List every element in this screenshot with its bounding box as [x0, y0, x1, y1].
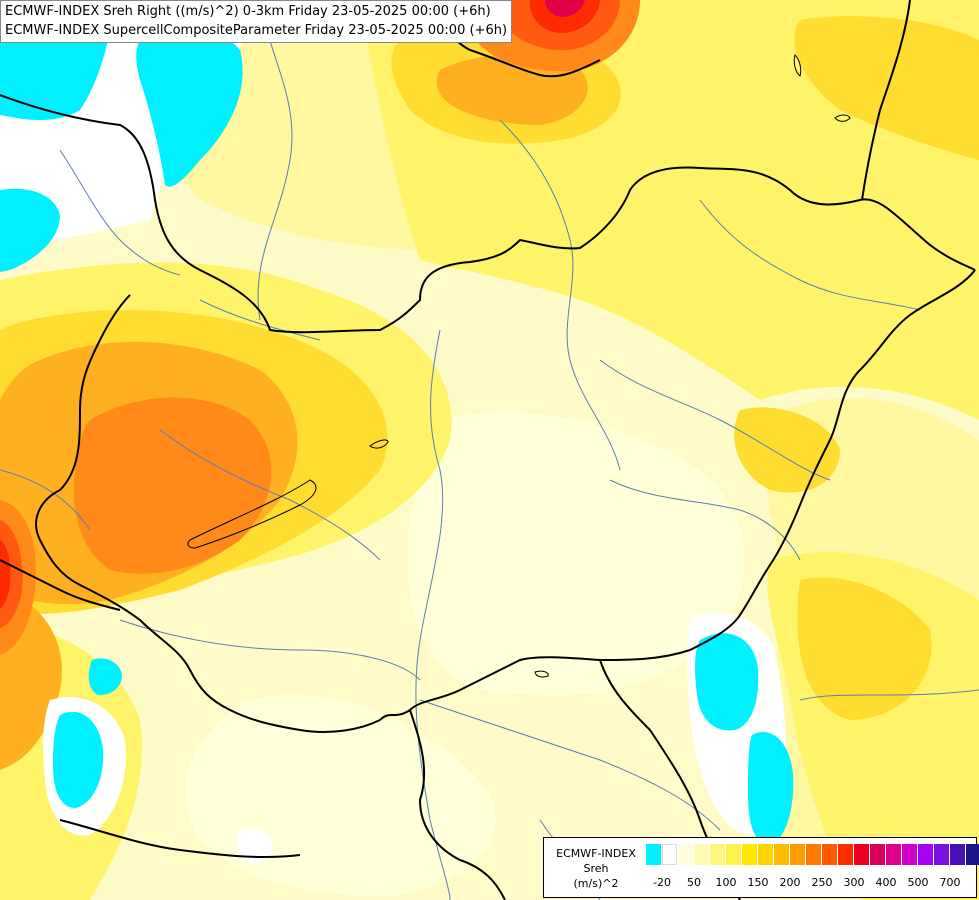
- river-line: [599, 359, 831, 481]
- cyan-sw-1: [53, 711, 104, 808]
- lake-outline: [369, 439, 389, 449]
- legend-tick-label: 200: [779, 876, 801, 889]
- lakes: [187, 54, 851, 678]
- map-title-box: ECMWF-INDEX Sreh Right ((m/s)^2) 0-3km F…: [0, 0, 513, 43]
- legend-swatch: [662, 844, 678, 865]
- lake-outline: [187, 479, 317, 549]
- lake-outline: [834, 114, 851, 122]
- map-title-line-2: ECMWF-INDEX SupercellCompositeParameter …: [5, 23, 508, 38]
- river-line: [799, 689, 979, 701]
- legend-swatch: [710, 844, 726, 865]
- legend-ticks: -20 50 100 150 200 250 300 400 500 700: [646, 876, 974, 892]
- legend-tick-label: -20: [653, 876, 671, 889]
- map-title-line-1: ECMWF-INDEX Sreh Right ((m/s)^2) 0-3km F…: [5, 4, 491, 19]
- pale-zone-central: [407, 412, 745, 696]
- legend-tick-label: 100: [715, 876, 737, 889]
- river-line: [257, 0, 293, 321]
- red-west: [0, 540, 11, 609]
- legend-swatch: [918, 844, 934, 865]
- river-line: [699, 199, 921, 311]
- legend-tick-label: 150: [747, 876, 769, 889]
- legend-swatch: [790, 844, 806, 865]
- crimson-north: [545, 0, 585, 17]
- legend-tick-label: 50: [687, 876, 701, 889]
- legend-swatch: [838, 844, 854, 865]
- legend-swatch: [806, 844, 822, 865]
- legend-swatch: [870, 844, 886, 865]
- legend-swatch: [854, 844, 870, 865]
- river-line: [415, 329, 451, 900]
- legend-tick-label: 700: [939, 876, 961, 889]
- legend-swatch: [886, 844, 902, 865]
- legend-swatch: [726, 844, 742, 865]
- legend-tick-label: 300: [843, 876, 865, 889]
- legend-tick-label: 400: [875, 876, 897, 889]
- legend-tick-label: 500: [907, 876, 929, 889]
- legend-swatches: [646, 844, 979, 865]
- cyan-se-2: [748, 731, 794, 845]
- border-line: [409, 709, 506, 900]
- cyan-se-1: [695, 633, 759, 731]
- legend-swatch: [758, 844, 774, 865]
- gold-east: [734, 407, 840, 493]
- river-line: [609, 479, 801, 561]
- legend-swatch: [646, 844, 662, 865]
- border-line: [861, 0, 911, 201]
- cyan-nw-2: [136, 27, 243, 187]
- legend-swatch: [678, 844, 694, 865]
- legend-title-unit: (m/s)^2: [573, 877, 619, 890]
- legend-swatch: [902, 844, 918, 865]
- river-line: [419, 699, 721, 831]
- dark-orange-west: [73, 397, 272, 574]
- white-zone-south: [237, 828, 275, 863]
- cyan-nw-3: [0, 188, 60, 272]
- river-line: [59, 149, 181, 276]
- legend-title-variable: Sreh: [583, 862, 609, 875]
- border-line: [379, 269, 976, 721]
- river-line: [499, 119, 621, 471]
- legend-swatch: [966, 844, 979, 865]
- river-line: [199, 299, 321, 341]
- border-line: [35, 294, 381, 733]
- river-line: [119, 619, 421, 681]
- legend-swatch: [774, 844, 790, 865]
- legend-title-source: ECMWF-INDEX: [556, 847, 636, 860]
- orange-north: [436, 55, 588, 125]
- border-line: [0, 559, 121, 611]
- legend-title: ECMWF-INDEX Sreh (m/s)^2: [548, 846, 644, 891]
- color-legend: ECMWF-INDEX Sreh (m/s)^2 -20 50 100 150 200 2…: [543, 837, 979, 898]
- cyan-sw-2: [88, 658, 122, 696]
- gold-south-east: [797, 577, 932, 720]
- legend-swatch: [694, 844, 710, 865]
- legend-swatch: [934, 844, 950, 865]
- legend-swatch: [822, 844, 838, 865]
- river-line: [0, 469, 91, 531]
- river-line: [159, 429, 381, 561]
- border-line: [0, 94, 976, 334]
- legend-swatch: [950, 844, 966, 865]
- border-line: [59, 819, 301, 859]
- legend-swatch: [742, 844, 758, 865]
- legend-tick-label: 250: [811, 876, 833, 889]
- lake-outline: [534, 670, 549, 678]
- lake-outline: [793, 54, 802, 77]
